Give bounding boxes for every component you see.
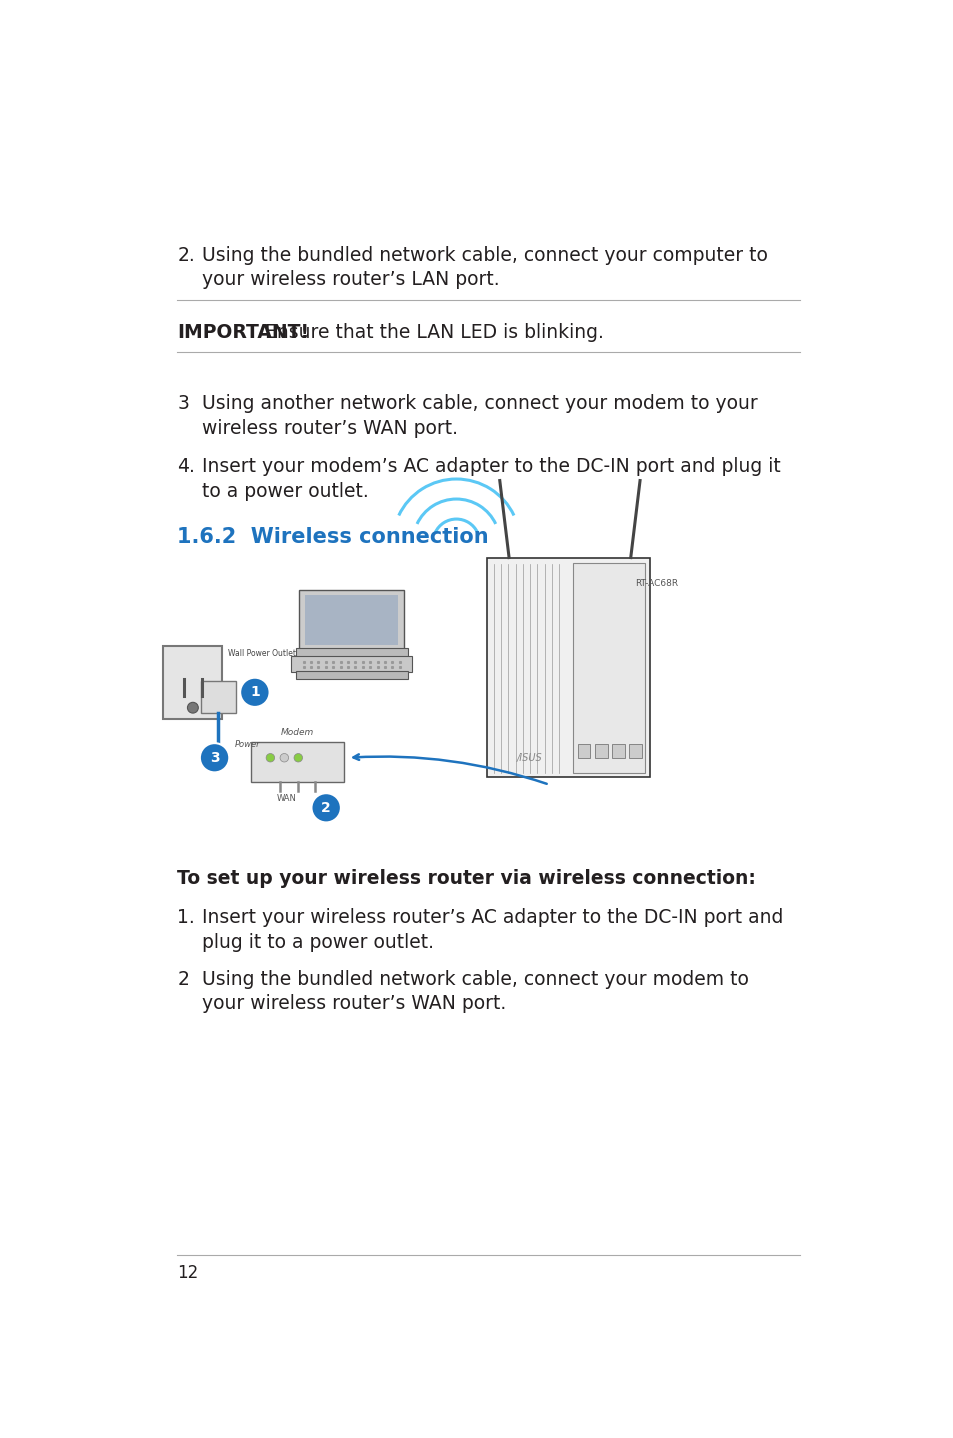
FancyBboxPatch shape: [291, 656, 412, 672]
Text: Wall Power Outlet: Wall Power Outlet: [228, 649, 295, 657]
Text: Insert your wireless router’s AC adapter to the DC-IN port and: Insert your wireless router’s AC adapter…: [202, 907, 782, 928]
Text: 2: 2: [177, 969, 189, 988]
Text: Modem: Modem: [280, 728, 314, 736]
Text: Using the bundled network cable, connect your computer to: Using the bundled network cable, connect…: [202, 246, 767, 265]
Text: WAN: WAN: [276, 794, 296, 804]
Text: your wireless router’s WAN port.: your wireless router’s WAN port.: [202, 994, 506, 1014]
Text: 3: 3: [210, 751, 219, 765]
Circle shape: [240, 677, 270, 707]
Circle shape: [187, 702, 198, 713]
FancyBboxPatch shape: [629, 743, 641, 758]
Text: 2: 2: [321, 801, 331, 815]
Text: 4.: 4.: [177, 457, 195, 476]
FancyBboxPatch shape: [305, 594, 397, 646]
Text: Insert your modem’s AC adapter to the DC-IN port and plug it: Insert your modem’s AC adapter to the DC…: [202, 457, 781, 476]
Text: 1.: 1.: [177, 907, 195, 928]
Text: wireless router’s WAN port.: wireless router’s WAN port.: [202, 418, 457, 439]
Text: to a power outlet.: to a power outlet.: [202, 482, 369, 500]
Text: 1.6.2  Wireless connection: 1.6.2 Wireless connection: [177, 526, 489, 546]
Circle shape: [311, 794, 340, 823]
Text: 3: 3: [177, 394, 189, 413]
Circle shape: [266, 754, 274, 762]
FancyBboxPatch shape: [595, 743, 607, 758]
Text: Using the bundled network cable, connect your modem to: Using the bundled network cable, connect…: [202, 969, 748, 988]
Text: 12: 12: [177, 1264, 198, 1283]
Text: IMPORTANT!: IMPORTANT!: [177, 322, 309, 342]
FancyBboxPatch shape: [200, 680, 235, 713]
Circle shape: [280, 754, 289, 762]
Text: Power: Power: [234, 739, 260, 749]
FancyBboxPatch shape: [612, 743, 624, 758]
Text: 2.: 2.: [177, 246, 195, 265]
Text: To set up your wireless router via wireless connection:: To set up your wireless router via wirel…: [177, 870, 756, 889]
Text: 1: 1: [250, 686, 259, 699]
Text: Ensure that the LAN LED is blinking.: Ensure that the LAN LED is blinking.: [253, 322, 603, 342]
FancyBboxPatch shape: [298, 590, 404, 650]
Text: plug it to a power outlet.: plug it to a power outlet.: [202, 933, 434, 952]
FancyBboxPatch shape: [295, 649, 407, 657]
FancyBboxPatch shape: [251, 742, 344, 782]
Circle shape: [199, 743, 229, 772]
Text: /ISUS: /ISUS: [517, 754, 542, 764]
FancyBboxPatch shape: [572, 562, 644, 774]
Text: RT-AC68R: RT-AC68R: [634, 580, 677, 588]
FancyBboxPatch shape: [163, 646, 222, 719]
Text: Using another network cable, connect your modem to your: Using another network cable, connect you…: [202, 394, 757, 413]
FancyBboxPatch shape: [487, 558, 649, 777]
FancyBboxPatch shape: [295, 670, 407, 679]
Circle shape: [294, 754, 302, 762]
FancyBboxPatch shape: [578, 743, 590, 758]
Text: your wireless router’s LAN port.: your wireless router’s LAN port.: [202, 270, 499, 289]
